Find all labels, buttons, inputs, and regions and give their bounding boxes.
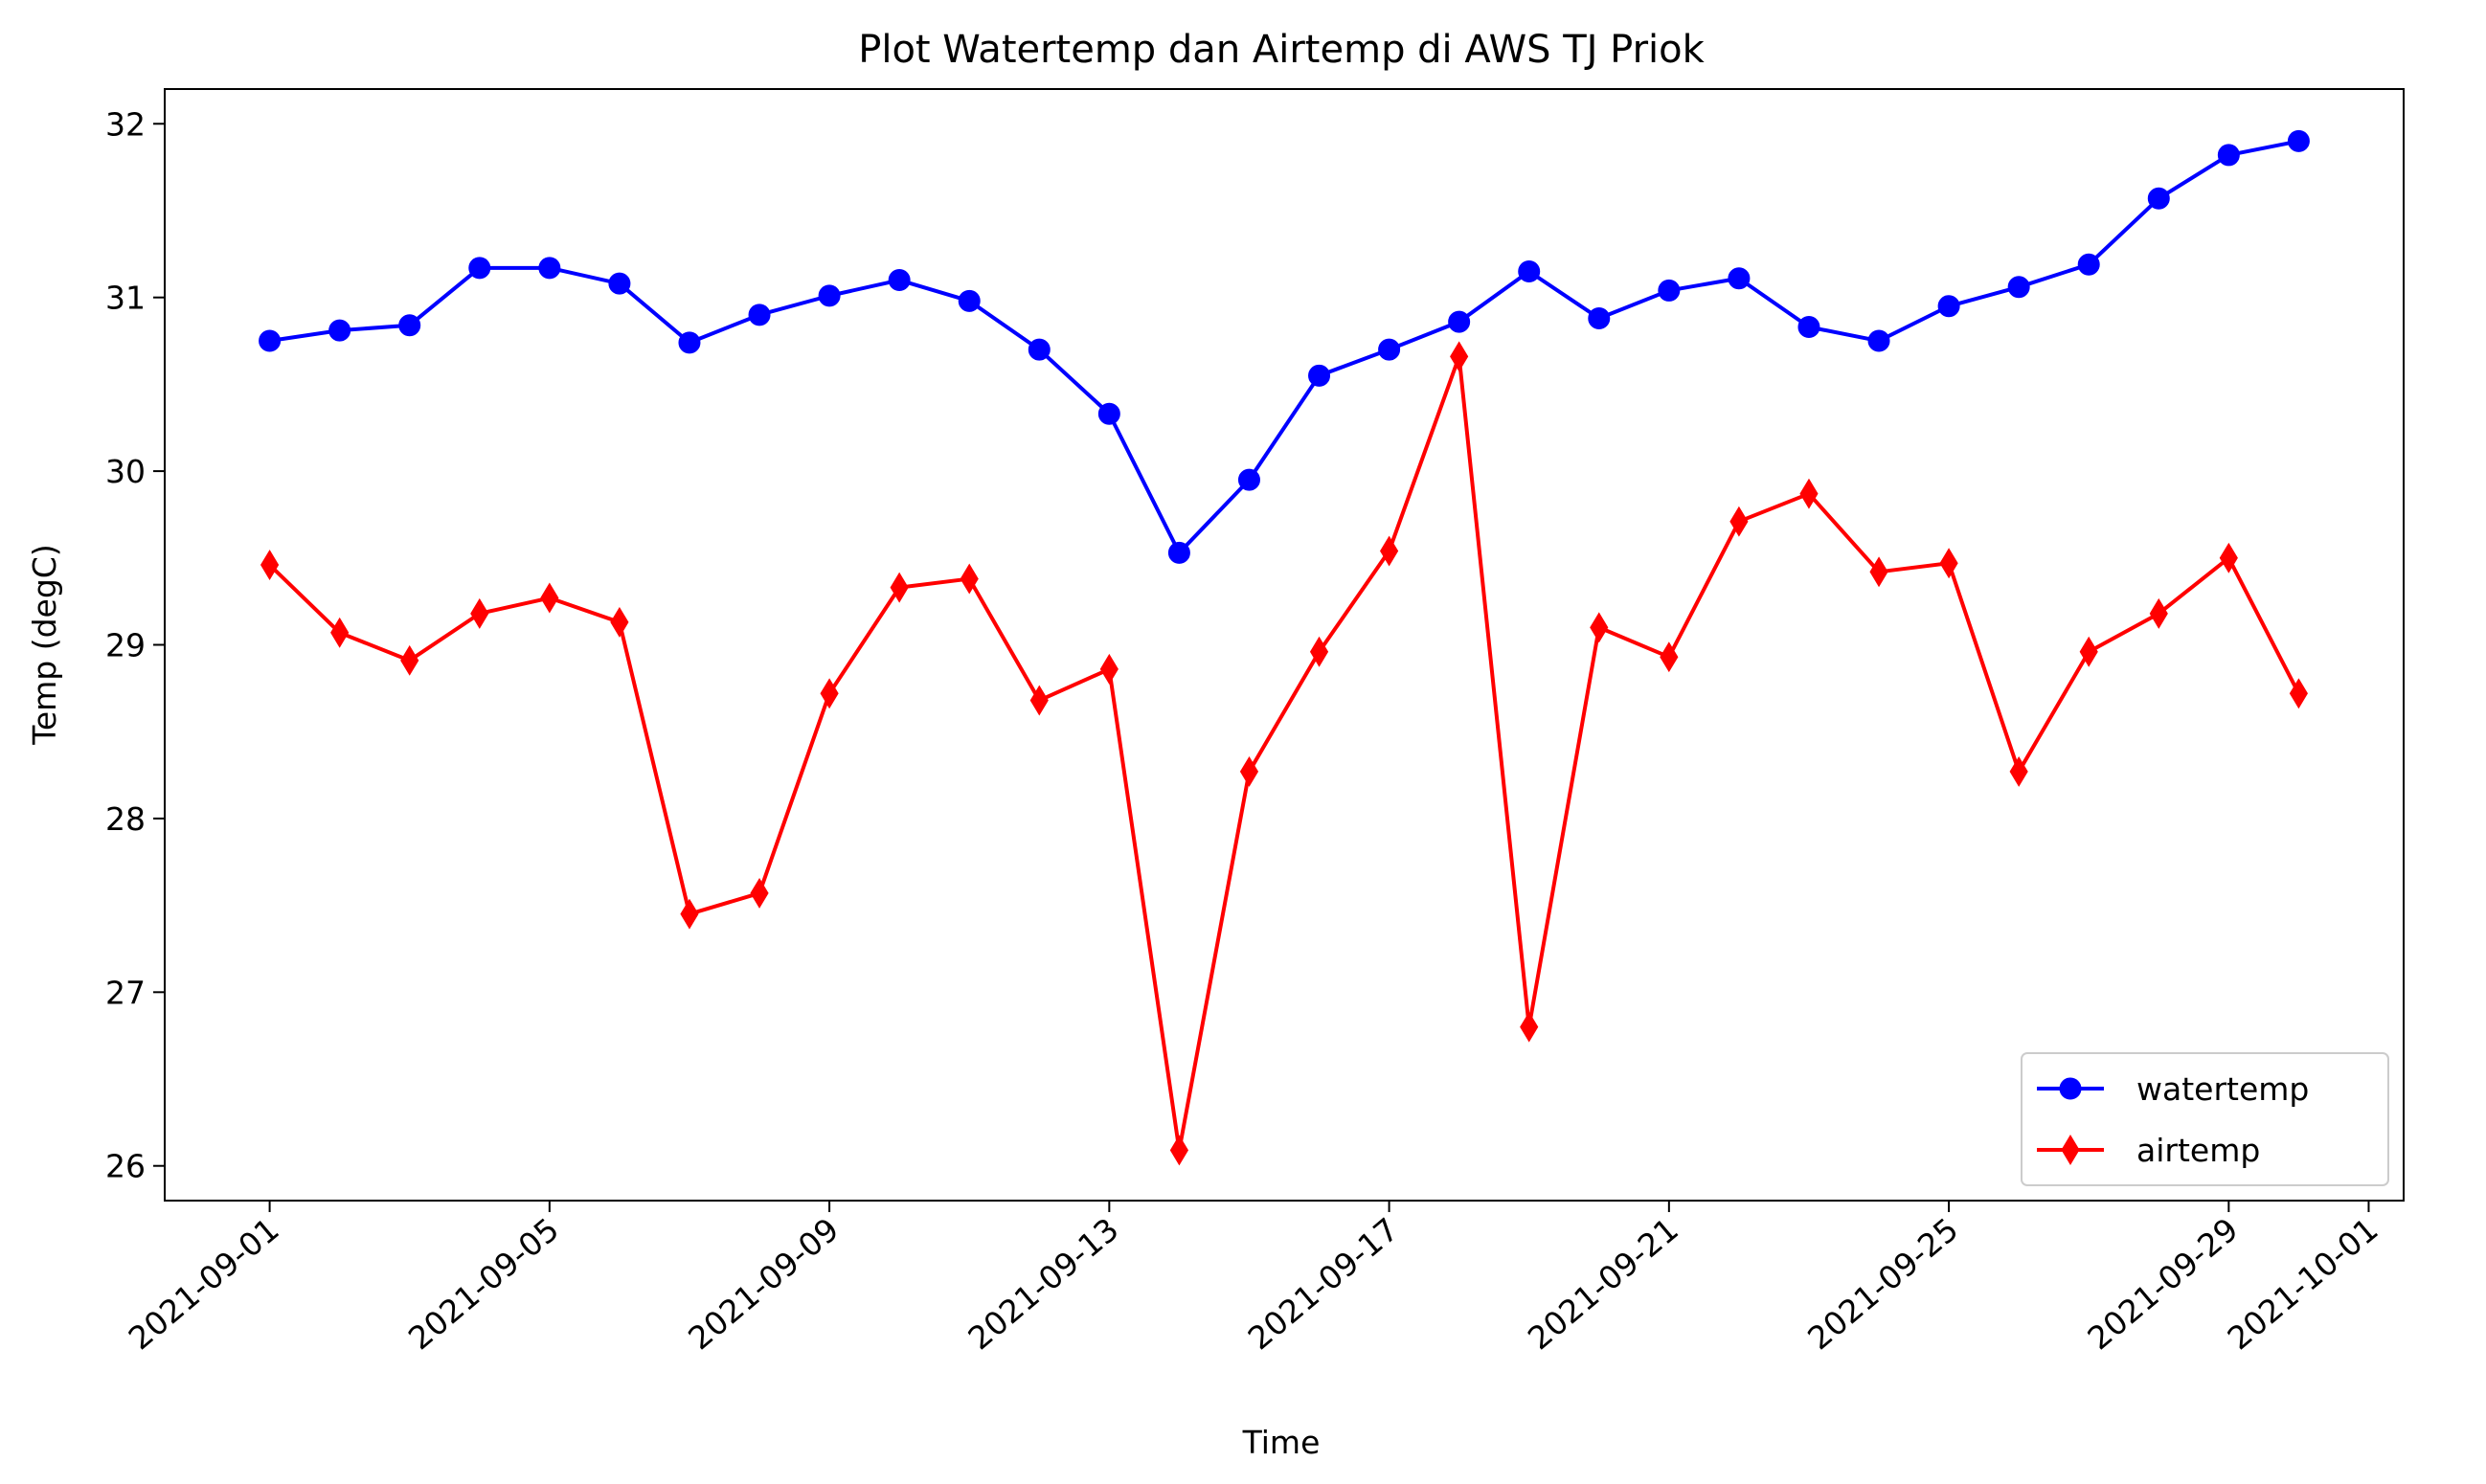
- data-point-watertemp: [398, 314, 421, 337]
- data-point-airtemp: [1450, 341, 1469, 372]
- data-point-watertemp: [678, 331, 701, 354]
- legend: watertemp airtemp: [2021, 1052, 2389, 1186]
- data-point-airtemp: [330, 617, 350, 648]
- data-point-watertemp: [1097, 402, 1120, 425]
- data-point-watertemp: [468, 257, 491, 280]
- data-point-airtemp: [680, 898, 699, 930]
- data-point-airtemp: [1939, 548, 1958, 579]
- legend-box: [2021, 1052, 2389, 1186]
- data-point-airtemp: [750, 877, 769, 909]
- data-point-airtemp: [470, 597, 489, 629]
- data-point-watertemp: [1797, 316, 1820, 339]
- data-point-watertemp: [818, 284, 841, 307]
- data-point-airtemp: [1380, 535, 1399, 567]
- data-point-watertemp: [1867, 329, 1890, 352]
- data-point-airtemp: [890, 572, 909, 603]
- data-point-watertemp: [1308, 364, 1331, 387]
- y-tick-label: 26: [105, 1148, 146, 1185]
- series-airtemp: [260, 341, 2308, 1166]
- data-point-watertemp: [1588, 306, 1611, 329]
- data-point-watertemp: [1448, 310, 1471, 333]
- data-point-airtemp: [1729, 506, 1749, 537]
- legend-marker-watertemp: [2059, 1077, 2082, 1100]
- data-point-watertemp: [2147, 187, 2170, 210]
- data-point-watertemp: [259, 329, 282, 352]
- data-point-watertemp: [1658, 279, 1681, 302]
- data-point-watertemp: [2217, 144, 2240, 167]
- data-point-airtemp: [1099, 653, 1119, 685]
- data-point-airtemp: [2009, 755, 2028, 787]
- data-point-airtemp: [1520, 1011, 1539, 1043]
- y-tick-label: 27: [105, 974, 146, 1011]
- series-line-watertemp: [269, 139, 2299, 555]
- y-tick-label: 28: [105, 800, 146, 838]
- y-tick-label: 31: [105, 280, 146, 317]
- data-point-airtemp: [2079, 636, 2098, 667]
- data-point-airtemp: [1869, 556, 1888, 588]
- data-point-airtemp: [2219, 542, 2238, 573]
- data-point-watertemp: [958, 289, 981, 312]
- x-axis-title: Time: [1242, 1424, 1321, 1461]
- series-layer: [259, 129, 2310, 1166]
- data-point-watertemp: [2287, 129, 2310, 152]
- data-point-airtemp: [820, 678, 839, 709]
- legend-label-airtemp: airtemp: [2136, 1132, 2260, 1169]
- data-point-airtemp: [1660, 641, 1679, 673]
- data-point-watertemp: [1237, 468, 1260, 491]
- data-point-watertemp: [748, 304, 771, 326]
- data-point-airtemp: [1799, 478, 1819, 509]
- series-line-airtemp: [268, 354, 2301, 1153]
- data-point-airtemp: [540, 582, 559, 614]
- data-point-watertemp: [1937, 295, 1960, 318]
- data-point-watertemp: [328, 319, 351, 342]
- legend-label-watertemp: watertemp: [2136, 1070, 2309, 1108]
- data-point-airtemp: [1239, 755, 1259, 787]
- data-point-airtemp: [1029, 685, 1049, 716]
- chart-title: Plot Watertemp dan Airtemp di AWS TJ Pri…: [858, 28, 1705, 72]
- data-point-airtemp: [1590, 612, 1609, 643]
- data-point-airtemp: [1169, 1135, 1188, 1166]
- data-point-watertemp: [1028, 338, 1051, 361]
- plot-area: [165, 89, 2404, 1201]
- data-point-watertemp: [888, 269, 911, 292]
- y-tick-label: 29: [105, 627, 146, 664]
- data-point-airtemp: [960, 563, 979, 595]
- data-point-watertemp: [1518, 259, 1541, 282]
- data-point-airtemp: [260, 550, 280, 581]
- series-watertemp: [259, 129, 2310, 564]
- data-point-airtemp: [400, 644, 419, 676]
- y-tick-label: 32: [105, 105, 146, 143]
- data-point-watertemp: [608, 272, 631, 295]
- data-point-airtemp: [1309, 636, 1329, 667]
- data-point-airtemp: [2149, 597, 2168, 629]
- legend-marker-airtemp: [2061, 1135, 2080, 1165]
- data-point-watertemp: [1728, 267, 1751, 290]
- data-point-watertemp: [2007, 276, 2030, 299]
- y-axis-title: Temp (degC): [26, 544, 63, 745]
- data-point-airtemp: [610, 606, 629, 638]
- data-point-watertemp: [1167, 541, 1190, 564]
- data-point-watertemp: [2077, 253, 2100, 276]
- y-axis: 26 27 28 29 30 31 32: [105, 105, 165, 1185]
- y-tick-label: 30: [105, 453, 146, 490]
- data-point-airtemp: [2289, 678, 2308, 709]
- data-point-watertemp: [538, 257, 561, 280]
- data-point-watertemp: [1378, 338, 1401, 361]
